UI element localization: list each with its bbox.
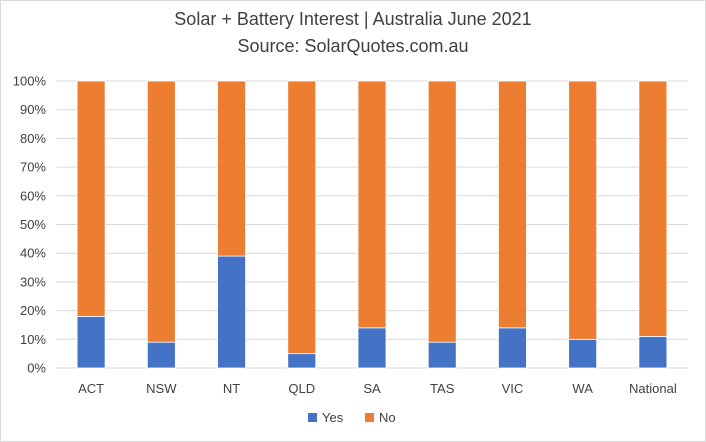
chart-title: Solar + Battery Interest | Australia Jun… bbox=[174, 9, 532, 29]
y-tick-label: 20% bbox=[20, 303, 46, 318]
bar-yes-nt bbox=[217, 255, 246, 369]
y-tick-label: 30% bbox=[20, 274, 46, 289]
bar-no-qld bbox=[287, 80, 317, 355]
y-tick-label: 80% bbox=[20, 131, 46, 146]
bar-yes-nsw bbox=[146, 341, 176, 369]
legend-swatch-no bbox=[365, 413, 374, 422]
bar-no-act bbox=[76, 80, 106, 317]
y-tick-label: 10% bbox=[20, 332, 46, 347]
x-tick-label: SA bbox=[363, 381, 381, 396]
bar-yes-act bbox=[76, 315, 106, 369]
bar-no-nsw bbox=[146, 80, 176, 343]
legend-swatch-yes bbox=[308, 413, 317, 422]
x-tick-label: NSW bbox=[146, 381, 177, 396]
y-tick-label: 60% bbox=[20, 188, 46, 203]
bar-yes-wa bbox=[568, 338, 598, 369]
bar-no-wa bbox=[568, 80, 598, 340]
x-tick-label: NT bbox=[223, 381, 240, 396]
bar-no-vic bbox=[498, 80, 527, 329]
bar-yes-sa bbox=[357, 327, 387, 369]
bar-yes-vic bbox=[498, 327, 527, 369]
bar-no-tas bbox=[427, 80, 457, 343]
x-tick-label: VIC bbox=[502, 381, 524, 396]
legend-label-yes: Yes bbox=[322, 410, 344, 425]
bar-yes-qld bbox=[287, 353, 317, 369]
chart-subtitle: Source: SolarQuotes.com.au bbox=[237, 36, 469, 56]
x-tick-label: National bbox=[629, 381, 677, 396]
y-tick-label: 70% bbox=[20, 160, 46, 175]
bar-no-nt bbox=[217, 80, 246, 257]
y-tick-label: 90% bbox=[20, 102, 46, 117]
bar-no-sa bbox=[357, 80, 387, 329]
bar-no-national bbox=[638, 80, 668, 337]
y-tick-label: 50% bbox=[20, 217, 46, 232]
x-tick-label: QLD bbox=[288, 381, 315, 396]
x-tick-label: TAS bbox=[430, 381, 455, 396]
y-tick-label: 40% bbox=[20, 246, 46, 261]
x-tick-label: WA bbox=[572, 381, 593, 396]
legend-label-no: No bbox=[379, 410, 396, 425]
y-tick-label: 100% bbox=[13, 74, 47, 89]
x-tick-label: ACT bbox=[78, 381, 104, 396]
y-tick-label: 0% bbox=[27, 361, 46, 376]
bar-yes-national bbox=[638, 336, 668, 369]
bar-yes-tas bbox=[427, 341, 457, 369]
